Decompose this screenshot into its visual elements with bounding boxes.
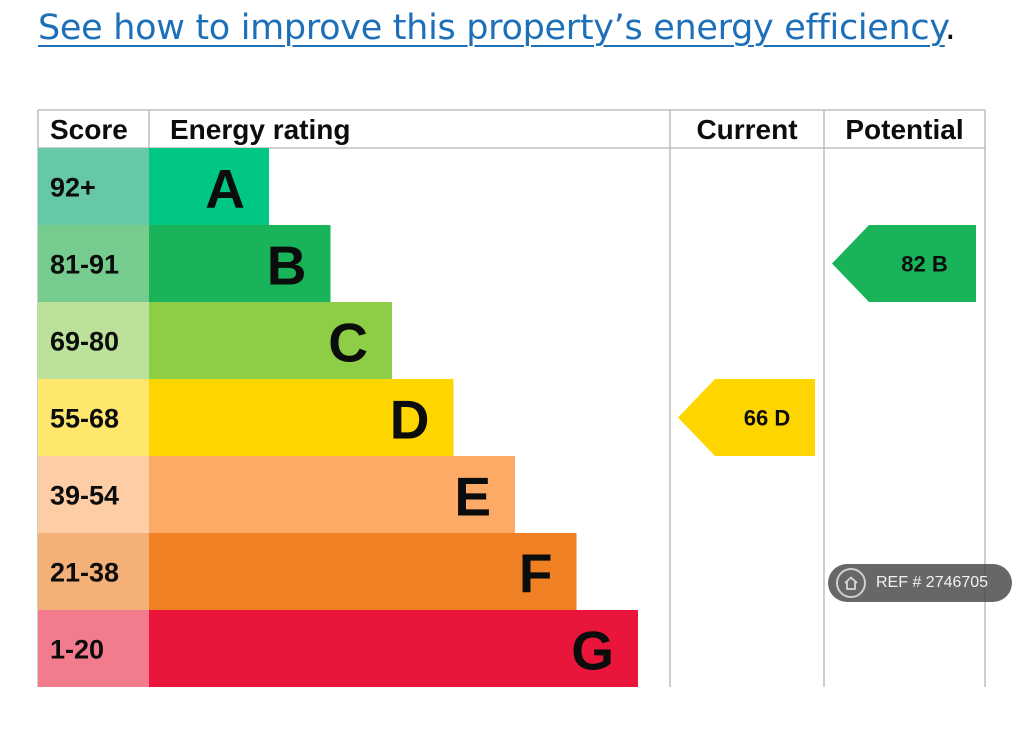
score-cell-f [38,533,149,610]
score-cell-g [38,610,149,687]
band-bar-b [149,225,331,302]
score-cell-a [38,148,149,225]
band-bar-c [149,302,392,379]
current-arrow [678,379,815,456]
band-letter-g: G [571,620,614,682]
heading-period: . [944,8,956,48]
score-range-e: 39-54 [50,481,119,511]
score-cell-b [38,225,149,302]
band-letter-a: A [205,158,245,220]
band-bar-a [149,148,269,225]
reference-number: REF # 2746705 [876,574,989,591]
header-potential: Potential [845,114,963,145]
band-bar-e [149,456,515,533]
band-letter-f: F [519,543,553,605]
band-letter-c: C [328,312,368,374]
band-bar-g [149,610,638,687]
score-range-g: 1-20 [50,635,104,665]
rating-bands: 92+ A 81-91 B 69-80 C 55-68 D 39-54 E 21-38 F 1-20 G [38,148,638,687]
score-range-a: 92+ [50,173,96,203]
home-icon [836,568,866,598]
band-bar-d [149,379,454,456]
column-headers: Score Energy rating Current Potential [50,114,964,145]
improve-efficiency-link[interactable]: See how to improve this property’s energ… [38,8,945,48]
score-cell-d [38,379,149,456]
band-bar-f [149,533,577,610]
rating-arrows: 66 D 82 B [678,225,976,456]
potential-rating-label: 82 B [901,252,947,277]
score-range-f: 21-38 [50,558,119,588]
page-heading: See how to improve this property’s energ… [38,8,956,48]
score-cell-e [38,456,149,533]
reference-badge: REF # 2746705 [828,564,1012,602]
score-range-d: 55-68 [50,404,119,434]
header-current: Current [696,114,797,145]
band-letter-b: B [267,235,307,297]
score-range-c: 69-80 [50,327,119,357]
header-energy-rating: Energy rating [170,114,350,145]
score-range-b: 81-91 [50,250,119,280]
current-rating-label: 66 D [744,406,790,431]
band-letter-e: E [454,466,491,528]
potential-arrow [832,225,976,302]
score-cell-c [38,302,149,379]
header-score: Score [50,114,128,145]
band-letter-d: D [390,389,430,451]
